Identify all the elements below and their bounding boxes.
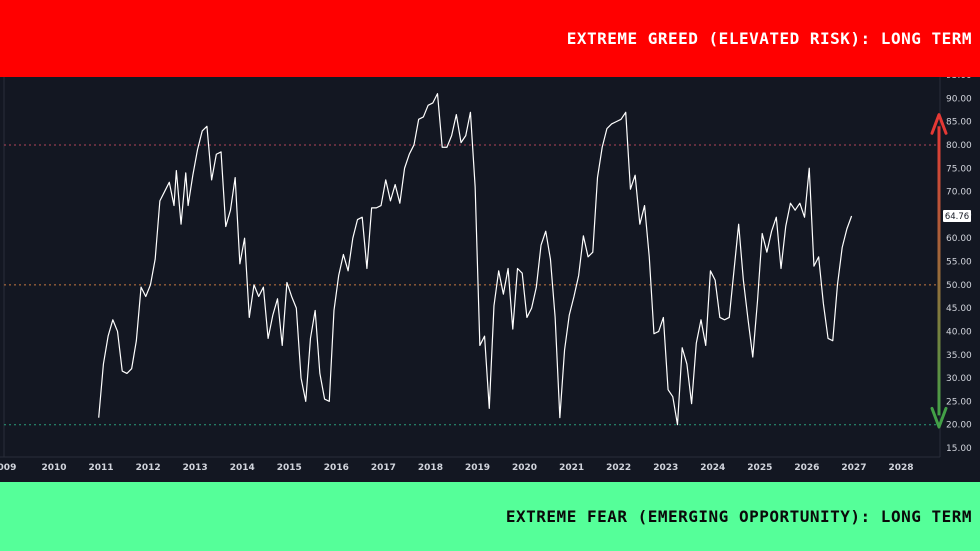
y-tick-label: 85.00 bbox=[946, 118, 972, 128]
y-tick-label: 50.00 bbox=[946, 281, 972, 291]
chart-panel: 15.00 20.00 25.00 30.00 35.00 40.00 45.00 50.00… bbox=[0, 71, 980, 482]
last-value-text: 64.76 bbox=[945, 212, 969, 222]
y-tick-label: 35.00 bbox=[946, 351, 972, 361]
x-tick-label: 2011 bbox=[89, 463, 114, 473]
last-value-marker: 64.76 bbox=[943, 209, 971, 222]
fear-greed-line-chart: 15.00 20.00 25.00 30.00 35.00 40.00 45.00 50.00… bbox=[0, 71, 980, 482]
x-tick-label: 2027 bbox=[841, 463, 866, 473]
y-tick-label: 95.00 bbox=[946, 77, 972, 81]
x-tick-label: 2025 bbox=[747, 463, 772, 473]
x-tick-label: 2012 bbox=[136, 463, 161, 473]
y-tick-label: 60.00 bbox=[946, 234, 972, 244]
x-tick-label: 2017 bbox=[371, 463, 396, 473]
x-tick-label: 2018 bbox=[418, 463, 443, 473]
x-tick-label: 2022 bbox=[606, 463, 631, 473]
y-tick-label: 15.00 bbox=[946, 444, 972, 454]
x-tick-label: 009 bbox=[0, 463, 16, 473]
y-tick-label: 30.00 bbox=[946, 374, 972, 384]
extreme-fear-banner: EXTREME FEAR (EMERGING OPPORTUNITY): LON… bbox=[0, 482, 980, 551]
level-lines bbox=[4, 144, 940, 426]
arrow-shaft bbox=[937, 126, 941, 416]
x-tick-label: 2010 bbox=[41, 463, 66, 473]
x-axis: 009 2010 2011 2012 2013 2014 2015 2016 2017 2018 2… bbox=[0, 463, 914, 473]
y-tick-label: 55.00 bbox=[946, 258, 972, 268]
extreme-greed-label: EXTREME GREED (ELEVATED RISK): LONG TERM bbox=[566, 29, 972, 48]
x-tick-label: 2016 bbox=[324, 463, 349, 473]
extreme-fear-label: EXTREME FEAR (EMERGING OPPORTUNITY): LON… bbox=[505, 507, 972, 526]
risk-arrow bbox=[930, 113, 948, 429]
series-layer bbox=[98, 93, 853, 426]
x-tick-label: 2028 bbox=[888, 463, 913, 473]
x-tick-label: 2014 bbox=[230, 463, 255, 473]
x-tick-label: 2019 bbox=[465, 463, 490, 473]
y-tick-label: 40.00 bbox=[946, 327, 972, 337]
x-tick-label: 2023 bbox=[653, 463, 678, 473]
y-tick-label: 75.00 bbox=[946, 164, 972, 174]
x-tick-label: 2024 bbox=[700, 463, 725, 473]
extreme-greed-banner: EXTREME GREED (ELEVATED RISK): LONG TERM bbox=[0, 0, 980, 77]
y-tick-label: 80.00 bbox=[946, 141, 972, 151]
x-tick-label: 2013 bbox=[183, 463, 208, 473]
x-tick-label: 2021 bbox=[559, 463, 584, 473]
arrow-up-icon bbox=[930, 113, 948, 135]
plot-background bbox=[0, 77, 980, 482]
x-tick-label: 2015 bbox=[277, 463, 302, 473]
x-tick-label: 2020 bbox=[512, 463, 537, 473]
x-tick-label: 2026 bbox=[794, 463, 819, 473]
series-line bbox=[98, 93, 853, 426]
y-tick-label: 70.00 bbox=[946, 188, 972, 198]
arrow-down-icon bbox=[930, 406, 948, 429]
y-tick-label: 25.00 bbox=[946, 397, 972, 407]
last-value-badge bbox=[943, 209, 971, 222]
y-tick-label: 90.00 bbox=[946, 94, 972, 104]
y-tick-label: 20.00 bbox=[946, 421, 972, 431]
y-tick-label: 45.00 bbox=[946, 304, 972, 314]
